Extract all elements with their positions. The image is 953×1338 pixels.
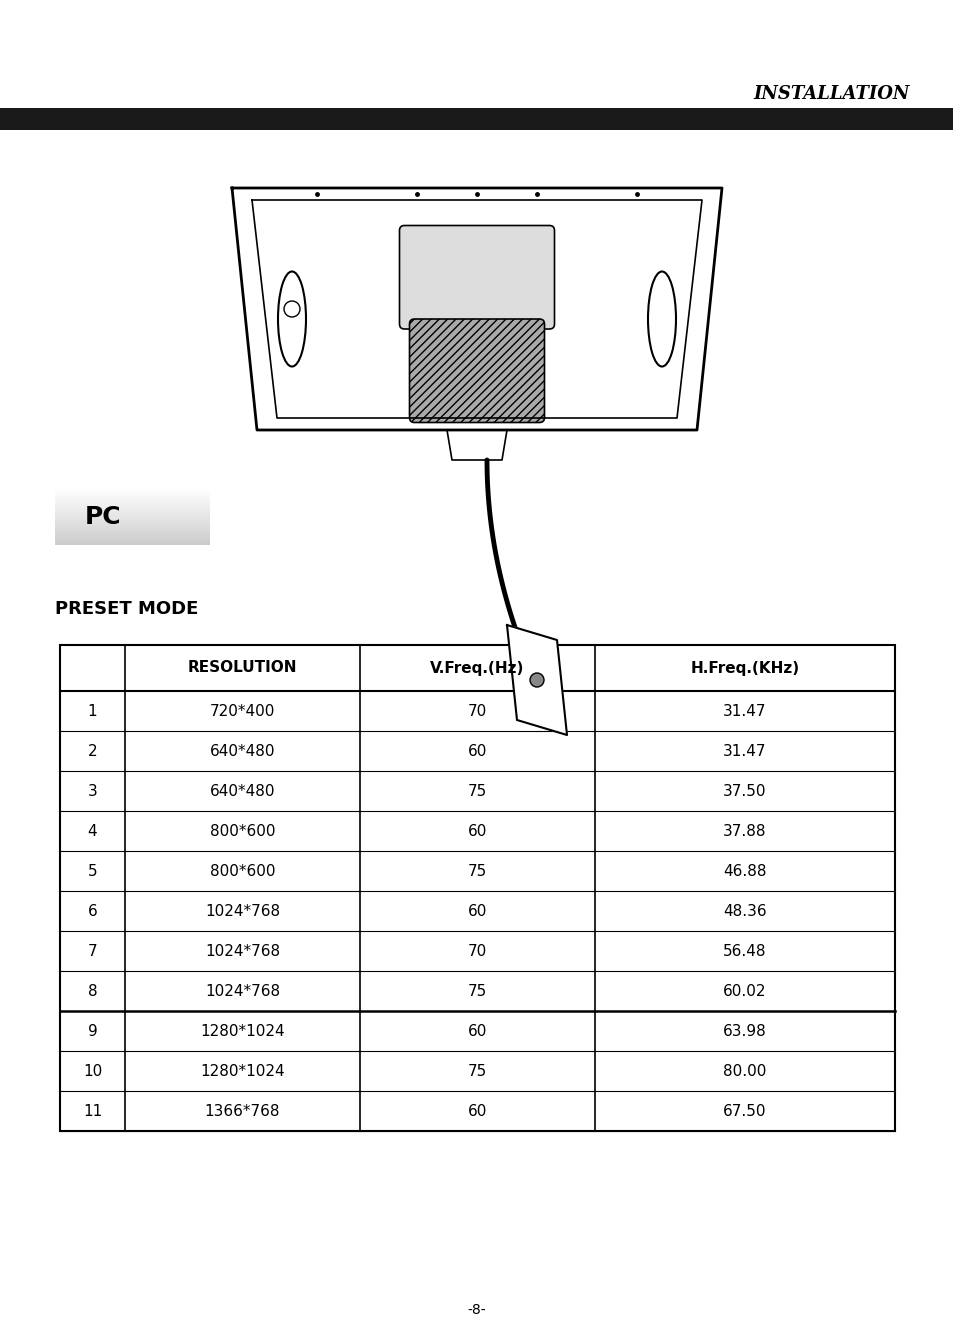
FancyBboxPatch shape [409, 318, 544, 423]
Text: 5: 5 [88, 863, 97, 879]
Text: 60: 60 [467, 744, 487, 759]
Text: -8-: -8- [467, 1303, 486, 1317]
Text: 1280*1024: 1280*1024 [200, 1024, 285, 1038]
Text: 1366*768: 1366*768 [205, 1104, 280, 1119]
Text: 10: 10 [83, 1064, 102, 1078]
Text: 37.88: 37.88 [722, 823, 766, 839]
Text: 48.36: 48.36 [722, 903, 766, 918]
Bar [55, 500, 210, 503]
Ellipse shape [277, 272, 306, 367]
Bar [55, 510, 210, 512]
Text: 800*600: 800*600 [210, 863, 275, 879]
Text: 75: 75 [467, 863, 487, 879]
Text: 75: 75 [467, 784, 487, 799]
Text: 60: 60 [467, 823, 487, 839]
Text: 60: 60 [467, 1104, 487, 1119]
Bar [55, 507, 210, 510]
Text: 70: 70 [467, 704, 487, 719]
Text: 31.47: 31.47 [722, 704, 766, 719]
Bar [55, 498, 210, 500]
Text: 1: 1 [88, 704, 97, 719]
Text: 2: 2 [88, 744, 97, 759]
Bar [55, 490, 210, 492]
Text: 56.48: 56.48 [722, 943, 766, 958]
Bar [55, 520, 210, 523]
Text: 6: 6 [88, 903, 97, 918]
Bar [55, 512, 210, 515]
Text: 60.02: 60.02 [722, 983, 766, 998]
Text: 1024*768: 1024*768 [205, 983, 280, 998]
Bar [55, 518, 210, 520]
Bar [55, 495, 210, 498]
Ellipse shape [647, 272, 676, 367]
Text: 75: 75 [467, 1064, 487, 1078]
Bar [55, 515, 210, 518]
Text: 1280*1024: 1280*1024 [200, 1064, 285, 1078]
Text: 37.50: 37.50 [722, 784, 766, 799]
Text: V.Freq.(Hz): V.Freq.(Hz) [430, 661, 524, 676]
Text: 31.47: 31.47 [722, 744, 766, 759]
Bar [55, 537, 210, 539]
Text: 80.00: 80.00 [722, 1064, 766, 1078]
Bar [55, 492, 210, 495]
Text: 1024*768: 1024*768 [205, 903, 280, 918]
Text: 640*480: 640*480 [210, 784, 275, 799]
Text: 8: 8 [88, 983, 97, 998]
Text: 67.50: 67.50 [722, 1104, 766, 1119]
Circle shape [284, 301, 299, 317]
Polygon shape [506, 625, 566, 735]
Text: 4: 4 [88, 823, 97, 839]
Text: 70: 70 [467, 943, 487, 958]
Text: 720*400: 720*400 [210, 704, 274, 719]
Bar [60, 645, 894, 1131]
Text: INSTALLATION: INSTALLATION [753, 86, 909, 103]
Bar [55, 523, 210, 526]
Bar [55, 529, 210, 531]
FancyBboxPatch shape [399, 226, 554, 329]
Bar [55, 526, 210, 529]
Circle shape [530, 673, 543, 686]
Text: 60: 60 [467, 903, 487, 918]
Text: 75: 75 [467, 983, 487, 998]
Text: RESOLUTION: RESOLUTION [188, 661, 297, 676]
Text: 63.98: 63.98 [722, 1024, 766, 1038]
Text: 800*600: 800*600 [210, 823, 275, 839]
Text: H.Freq.(KHz): H.Freq.(KHz) [690, 661, 799, 676]
Polygon shape [447, 429, 506, 460]
Bar [55, 542, 210, 545]
Text: 9: 9 [88, 1024, 97, 1038]
Text: 46.88: 46.88 [722, 863, 766, 879]
Text: 1024*768: 1024*768 [205, 943, 280, 958]
Text: PRESET MODE: PRESET MODE [55, 599, 198, 618]
Text: 640*480: 640*480 [210, 744, 275, 759]
Bar [0, 108, 953, 130]
Text: 11: 11 [83, 1104, 102, 1119]
Bar [55, 503, 210, 507]
Text: 3: 3 [88, 784, 97, 799]
Text: PC: PC [85, 506, 121, 530]
Bar [55, 539, 210, 542]
Text: 60: 60 [467, 1024, 487, 1038]
Bar [55, 534, 210, 537]
Polygon shape [232, 189, 721, 429]
Bar [55, 531, 210, 534]
Text: 7: 7 [88, 943, 97, 958]
